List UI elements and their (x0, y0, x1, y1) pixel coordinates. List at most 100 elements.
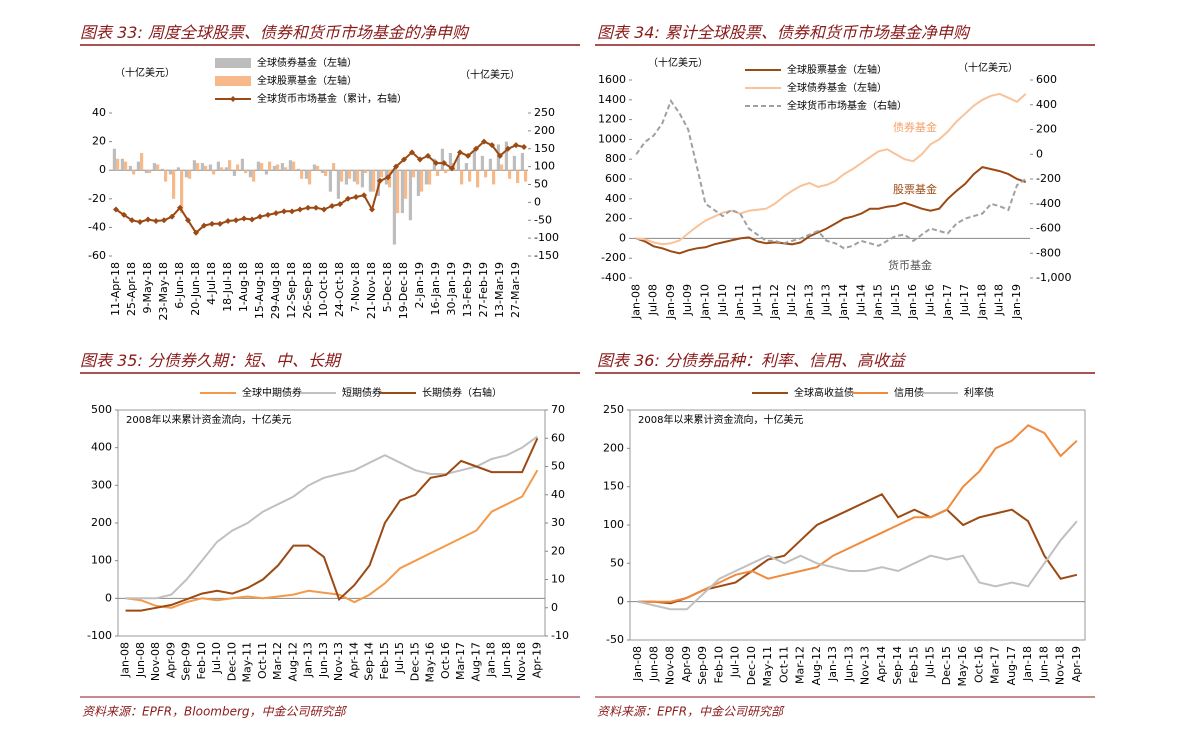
x-tick-label: Mar-12 (794, 646, 807, 684)
x-tick-label: Sep-09 (696, 646, 709, 685)
x-tick-label: Jan-08 (629, 284, 642, 320)
y2-tick-label: -800 (1036, 246, 1061, 259)
bar (260, 163, 264, 171)
bar (204, 165, 208, 171)
chart-title: 图表 33: 周度全球股票、债券和货币市场基金的净申购 (80, 23, 470, 42)
chart-title: 图表 35: 分债券久期：短、中、长期 (80, 351, 342, 370)
y2-tick-label: 40 (551, 488, 565, 501)
marker (361, 192, 367, 199)
x-tick-label: 19-Dec-18 (397, 262, 410, 319)
x-tick-label: Jan-10 (699, 284, 712, 320)
y-tick-label: 1000 (598, 132, 626, 145)
bar (428, 170, 432, 185)
x-tick-label: 20-Jun-18 (189, 262, 202, 316)
bar (252, 170, 256, 182)
x-tick-label: Jan-18 (975, 284, 988, 320)
y-tick-label: 400 (91, 441, 112, 454)
y-axis-label: （十亿美元） (648, 56, 708, 69)
x-tick-label: Jul-14 (854, 284, 867, 316)
x-tick-label: Sep-14 (891, 646, 904, 685)
marker (281, 208, 287, 215)
x-tick-label: Jun-08 (647, 646, 660, 682)
bar (476, 170, 480, 188)
marker (313, 204, 319, 211)
x-tick-label: Jan-13 (826, 646, 839, 682)
x-tick-label: Oct-16 (972, 646, 985, 683)
x-tick-label: Apr-14 (347, 642, 360, 678)
marker (153, 217, 159, 224)
x-tick-label: May-16 (424, 642, 437, 683)
bar (124, 161, 128, 171)
x-tick-label: 13-Mar-19 (493, 262, 506, 318)
marker (265, 211, 271, 218)
bar (348, 170, 352, 179)
marker (337, 201, 343, 208)
x-tick-label: Mar-17 (989, 646, 1002, 684)
marker (433, 160, 439, 167)
x-tick-label: Oct-16 (439, 642, 452, 679)
bar (344, 170, 348, 185)
x-tick-label: Jul-15 (924, 646, 937, 678)
x-tick-label: 29-Aug-18 (269, 262, 282, 319)
bar (332, 163, 336, 171)
bar (448, 153, 452, 171)
x-tick-label: Dec-10 (225, 642, 238, 681)
marker (353, 194, 359, 201)
marker (217, 220, 223, 227)
x-tick-label: Apr-09 (680, 646, 693, 682)
marker (457, 149, 463, 156)
x-tick-label: 4-Jul-18 (205, 262, 218, 305)
bar (500, 164, 504, 171)
bar (356, 170, 360, 185)
bar (504, 141, 508, 171)
bar (140, 153, 144, 171)
x-tick-label: 6-Jun-18 (173, 262, 186, 309)
bar (328, 170, 332, 192)
y2-tick-label: -600 (1036, 222, 1061, 235)
bar (420, 170, 424, 192)
marker (257, 213, 263, 220)
bar (268, 161, 272, 171)
y-tick-label: 0 (99, 163, 106, 176)
legend-label: 信用债 (894, 386, 924, 399)
y2-tick-label: 50 (534, 178, 548, 191)
marker (241, 215, 247, 222)
y-tick-label: 100 (603, 518, 624, 531)
y2-tick-label: 0 (1036, 147, 1043, 160)
marker (393, 163, 399, 170)
y-tick-label: 0 (619, 231, 626, 244)
marker (497, 152, 503, 159)
bar (292, 161, 296, 171)
bar (312, 164, 316, 171)
y-tick-label: 200 (91, 516, 112, 529)
y-tick-label: -400 (601, 271, 626, 284)
x-tick-label: Aug-17 (469, 642, 482, 681)
y2-tick-label: 400 (1036, 98, 1057, 111)
y-tick-label: -40 (88, 220, 106, 233)
legend-marker (230, 96, 236, 102)
x-tick-label: Feb-15 (378, 642, 391, 679)
bar (288, 160, 292, 171)
bar (308, 170, 312, 185)
legend-label: 全球高收益债 (794, 386, 854, 399)
x-tick-label: Apr-19 (530, 642, 543, 678)
bar (480, 155, 484, 171)
chart-title: 图表 36: 分债券品种：利率、信用、高收益 (597, 351, 907, 370)
series-line (636, 92, 1027, 246)
y2-tick-label: 30 (551, 516, 565, 529)
bar (132, 170, 136, 175)
x-tick-label: 24-Oct-18 (333, 262, 346, 317)
bar (256, 161, 260, 171)
bar (128, 165, 132, 171)
y-tick-label: -200 (601, 251, 626, 264)
marker (473, 145, 479, 152)
bar (136, 161, 140, 171)
marker (505, 145, 511, 152)
series-line (125, 437, 539, 612)
marker (369, 206, 375, 213)
bar (180, 170, 184, 214)
y2-tick-label: 10 (551, 573, 565, 586)
bar (212, 170, 216, 175)
x-tick-label: Jul-12 (785, 284, 798, 316)
x-tick-label: Jan-19 (1010, 284, 1023, 320)
